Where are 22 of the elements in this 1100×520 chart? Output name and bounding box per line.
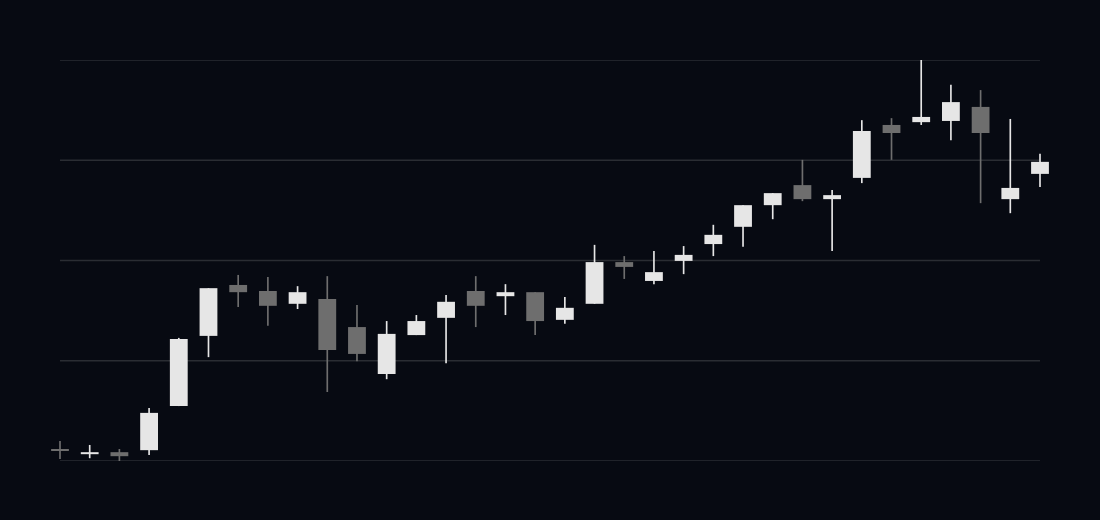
candlestick [882, 117, 901, 161]
candlestick [1001, 118, 1020, 215]
candlestick [823, 189, 842, 252]
candlestick [615, 255, 634, 280]
candlestick [942, 84, 960, 142]
candlestick [496, 283, 515, 316]
candlestick [645, 250, 663, 285]
candlestick [793, 159, 812, 202]
candlestick [674, 245, 693, 275]
candlestick [288, 285, 307, 310]
candlestick [229, 274, 248, 308]
candlestick [1031, 152, 1049, 188]
candlestick [763, 192, 782, 221]
candlestick [466, 275, 485, 328]
candlestick [704, 223, 723, 257]
candlestick [912, 59, 931, 126]
candlestick [80, 444, 99, 460]
candlestick [258, 276, 277, 327]
candlestick [437, 294, 455, 364]
candlestick [734, 204, 752, 248]
candlestick [555, 296, 574, 325]
candlestick [51, 440, 69, 460]
